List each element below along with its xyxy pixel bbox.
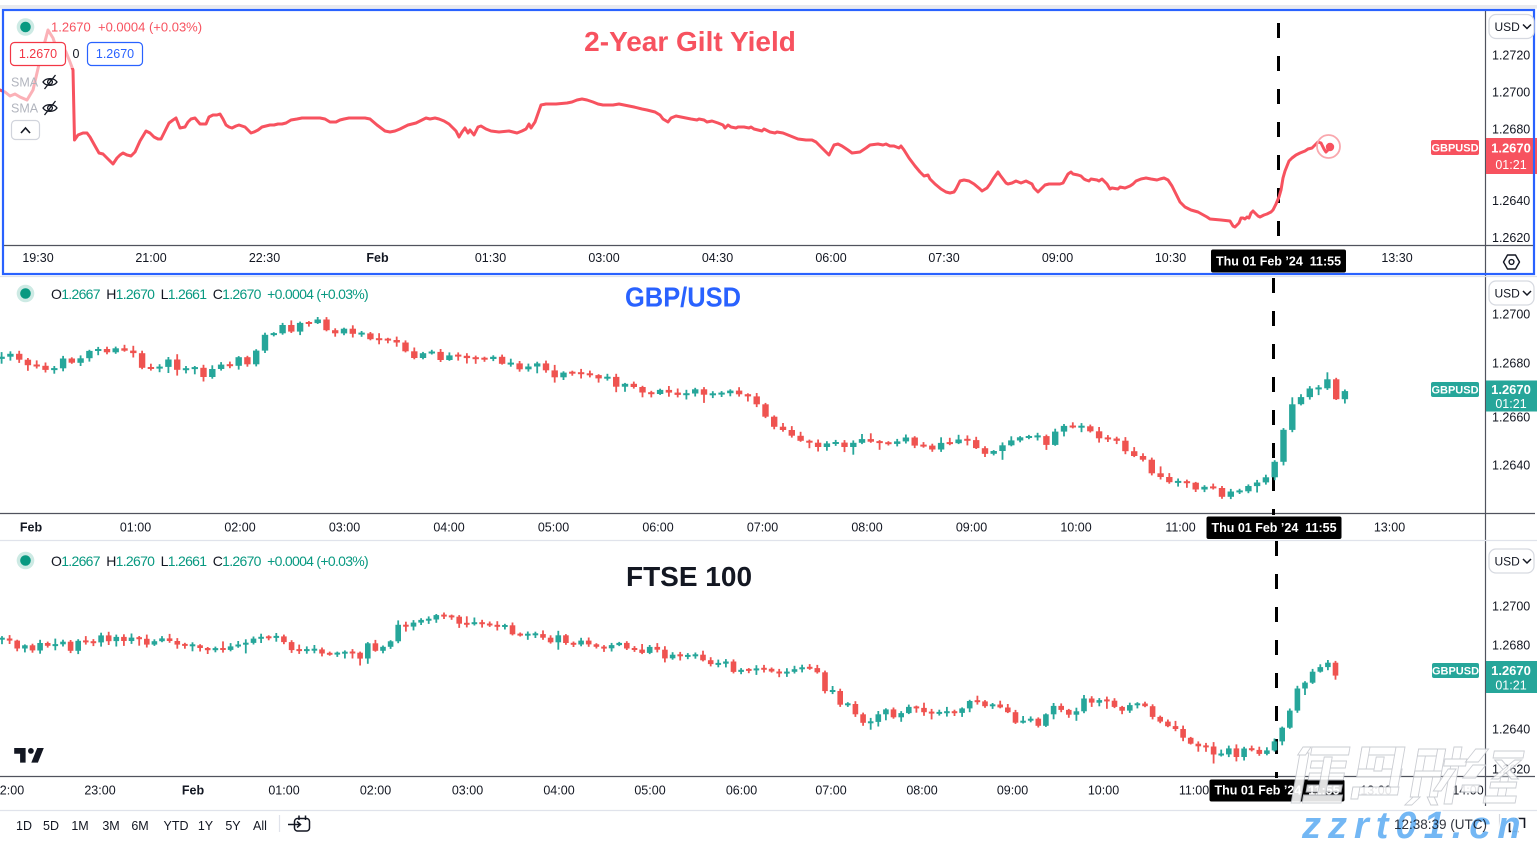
svg-text:1.2700: 1.2700: [1492, 600, 1530, 614]
svg-text:01:00: 01:00: [268, 784, 299, 798]
svg-text:11:00: 11:00: [1179, 784, 1209, 798]
svg-text:1.2670: 1.2670: [1491, 382, 1531, 397]
svg-text:3M: 3M: [102, 819, 119, 833]
svg-text:Thu 01 Feb ’24 11:55: Thu 01 Feb ’24 11:55: [1211, 521, 1336, 535]
svg-text:07:00: 07:00: [815, 784, 846, 798]
svg-text:1.2720: 1.2720: [1492, 49, 1530, 63]
svg-text:06:00: 06:00: [815, 251, 846, 265]
svg-text:SMA: SMA: [11, 76, 39, 90]
svg-text:03:00: 03:00: [452, 784, 483, 798]
svg-text:07:00: 07:00: [747, 521, 778, 535]
svg-text:2-Year Gilt Yield: 2-Year Gilt Yield: [584, 26, 796, 57]
svg-text:1Y: 1Y: [198, 819, 214, 833]
svg-text:Feb: Feb: [182, 784, 205, 798]
svg-text:02:00: 02:00: [360, 784, 391, 798]
svg-text:10:30: 10:30: [1155, 251, 1186, 265]
svg-text:19:30: 19:30: [22, 251, 53, 265]
svg-text:O1.2667 H1.2670 L1.2661 C1.: O1.2667 H1.2670 L1.2661 C1.2670 +0.0004 …: [51, 286, 368, 302]
svg-text:1D: 1D: [16, 819, 32, 833]
svg-text:1.2670: 1.2670: [1491, 663, 1531, 678]
svg-text:11:00: 11:00: [1165, 521, 1195, 535]
svg-text:10:00: 10:00: [1088, 784, 1119, 798]
svg-text:All: All: [253, 819, 267, 833]
svg-text:09:00: 09:00: [1042, 251, 1073, 265]
svg-text:05:00: 05:00: [538, 521, 569, 535]
svg-text:23:00: 23:00: [84, 784, 115, 798]
svg-text:5D: 5D: [43, 819, 59, 833]
svg-text:6M: 6M: [131, 819, 148, 833]
svg-text:GBP/USD: GBP/USD: [625, 282, 741, 313]
svg-text:GBPUSD: GBPUSD: [1432, 666, 1479, 678]
svg-text:01:00: 01:00: [120, 521, 151, 535]
svg-text:21:00: 21:00: [135, 251, 166, 265]
svg-text:Feb: Feb: [20, 521, 43, 535]
svg-text:O1.2667 H1.2670 L1.2661 C1.: O1.2667 H1.2670 L1.2661 C1.2670 +0.0004 …: [51, 553, 368, 569]
svg-text:GBPUSD: GBPUSD: [1431, 143, 1478, 155]
svg-text:06:00: 06:00: [726, 784, 757, 798]
svg-text:08:00: 08:00: [851, 521, 882, 535]
svg-text:zzrt01.cn: zzrt01.cn: [1301, 805, 1528, 842]
svg-text:1.2620: 1.2620: [1492, 231, 1530, 245]
svg-text:1.2640: 1.2640: [1492, 723, 1530, 737]
svg-text:1.2680: 1.2680: [1492, 639, 1530, 653]
svg-text:22:30: 22:30: [249, 251, 280, 265]
svg-text:04:30: 04:30: [702, 251, 733, 265]
svg-text:1.2640: 1.2640: [1492, 194, 1530, 208]
svg-text:USD: USD: [1495, 20, 1521, 34]
svg-text:1.2660: 1.2660: [1492, 411, 1530, 425]
svg-text:09:00: 09:00: [997, 784, 1028, 798]
svg-text:1.2680: 1.2680: [1492, 123, 1530, 137]
svg-text:01:21: 01:21: [1495, 679, 1526, 693]
svg-text:08:00: 08:00: [906, 784, 937, 798]
svg-text:13:30: 13:30: [1381, 251, 1412, 265]
svg-text:02:00: 02:00: [224, 521, 255, 535]
svg-text:Thu 01 Feb ’24 11:55: Thu 01 Feb ’24 11:55: [1216, 255, 1341, 269]
svg-text:1.2640: 1.2640: [1492, 459, 1530, 473]
svg-text:1.2700: 1.2700: [1492, 308, 1530, 322]
svg-text:USD: USD: [1495, 555, 1521, 569]
svg-text:1.2670: 1.2670: [19, 47, 57, 61]
svg-text:USD: USD: [1495, 287, 1521, 301]
svg-text:Feb: Feb: [366, 251, 389, 265]
svg-text:01:21: 01:21: [1495, 397, 1526, 411]
svg-text:09:00: 09:00: [956, 521, 987, 535]
svg-text:0: 0: [73, 47, 80, 61]
svg-text:1.2700: 1.2700: [1492, 86, 1530, 100]
svg-text:01:21: 01:21: [1495, 158, 1526, 172]
svg-text:1.2670: 1.2670: [96, 47, 134, 61]
svg-text:GBPUSD: GBPUSD: [1431, 385, 1478, 397]
svg-text:22:00: 22:00: [0, 784, 24, 798]
svg-text:10:00: 10:00: [1060, 521, 1091, 535]
svg-text:07:30: 07:30: [928, 251, 959, 265]
svg-text:06:00: 06:00: [642, 521, 673, 535]
svg-text:12:38:39 (UTC): 12:38:39 (UTC): [1394, 817, 1487, 832]
svg-text:1M: 1M: [71, 819, 88, 833]
svg-text:1.2670: 1.2670: [1491, 141, 1531, 156]
svg-text:05:00: 05:00: [634, 784, 665, 798]
svg-text:1.2670 +0.0004 (+0.03%): 1.2670 +0.0004 (+0.03%): [51, 20, 202, 35]
svg-text:13:00: 13:00: [1374, 521, 1405, 535]
svg-text:01:30: 01:30: [475, 251, 506, 265]
svg-text:04:00: 04:00: [543, 784, 574, 798]
svg-text:YTD: YTD: [164, 819, 189, 833]
svg-text:5Y: 5Y: [225, 819, 241, 833]
svg-text:03:00: 03:00: [588, 251, 619, 265]
svg-text:1.2680: 1.2680: [1492, 357, 1530, 371]
svg-text:04:00: 04:00: [433, 521, 464, 535]
svg-text:FTSE 100: FTSE 100: [626, 561, 752, 592]
svg-text:SMA: SMA: [11, 102, 39, 116]
svg-text:03:00: 03:00: [329, 521, 360, 535]
